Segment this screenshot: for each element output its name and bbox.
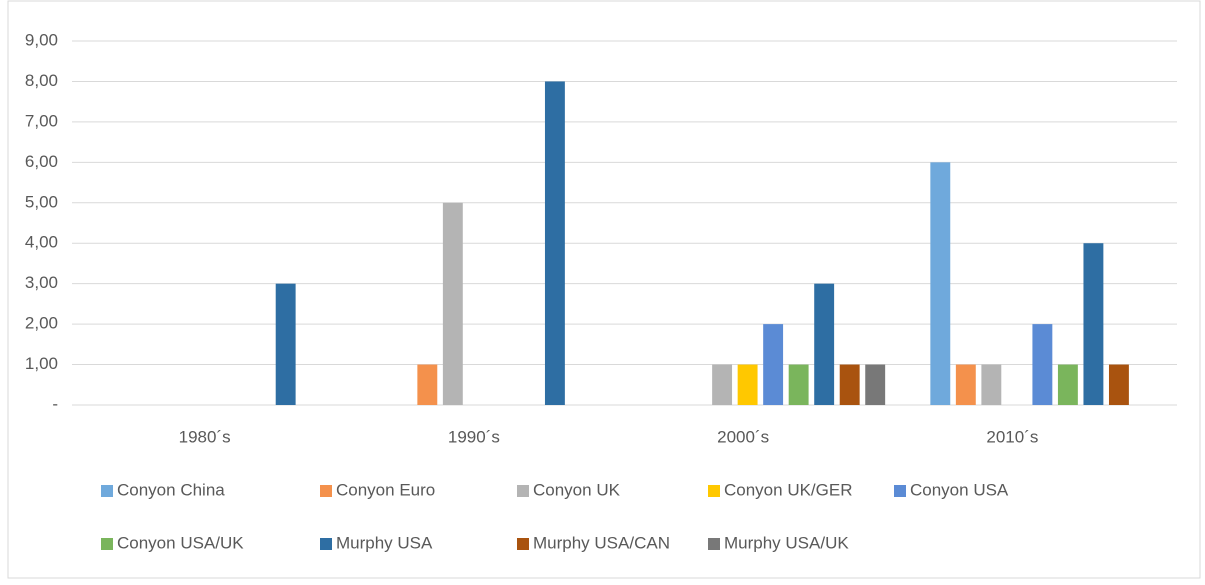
x-tick-label: 1980´s xyxy=(179,427,231,446)
y-tick-label: 3,00 xyxy=(25,273,58,292)
x-tick-label: 2010´s xyxy=(986,427,1038,446)
bar xyxy=(955,364,976,405)
bar xyxy=(839,364,860,405)
legend-swatch xyxy=(101,485,113,497)
legend-label: Murphy USA xyxy=(336,533,433,552)
bar xyxy=(814,283,835,405)
y-tick-label: 4,00 xyxy=(25,233,58,252)
bar xyxy=(1108,364,1129,405)
x-tick-label: 1990´s xyxy=(448,427,500,446)
bar xyxy=(712,364,733,405)
legend-swatch xyxy=(708,538,720,550)
legend-swatch xyxy=(320,485,332,497)
legend-label: Conyon Euro xyxy=(336,480,435,499)
bar xyxy=(763,324,784,405)
legend-swatch xyxy=(517,485,529,497)
chart-frame xyxy=(7,0,1201,579)
legend-label: Conyon USA xyxy=(910,480,1009,499)
y-tick-label: - xyxy=(52,394,58,413)
y-tick-label: 5,00 xyxy=(25,192,58,211)
bar xyxy=(417,364,438,405)
legend-swatch xyxy=(708,485,720,497)
bar xyxy=(981,364,1002,405)
x-tick-label: 2000´s xyxy=(717,427,769,446)
legend-label: Conyon UK/GER xyxy=(724,480,853,499)
y-tick-label: 8,00 xyxy=(25,71,58,90)
y-tick-label: 9,00 xyxy=(25,30,58,49)
legend-label: Conyon UK xyxy=(533,480,621,499)
legend-label: Murphy USA/UK xyxy=(724,533,849,552)
bar xyxy=(442,202,463,405)
bar xyxy=(1057,364,1078,405)
legend-swatch xyxy=(320,538,332,550)
legend-swatch xyxy=(101,538,113,550)
bar xyxy=(1083,243,1104,405)
y-tick-label: 7,00 xyxy=(25,111,58,130)
bar xyxy=(544,81,565,405)
legend-label: Murphy USA/CAN xyxy=(533,533,670,552)
y-tick-label: 2,00 xyxy=(25,314,58,333)
bar xyxy=(737,364,758,405)
bar xyxy=(865,364,886,405)
legend-label: Conyon China xyxy=(117,480,225,499)
legend-swatch xyxy=(894,485,906,497)
bar xyxy=(275,283,296,405)
legend-label: Conyon USA/UK xyxy=(117,533,244,552)
y-tick-label: 6,00 xyxy=(25,152,58,171)
bar xyxy=(1032,324,1053,405)
bar xyxy=(788,364,809,405)
legend-swatch xyxy=(517,538,529,550)
y-tick-label: 1,00 xyxy=(25,354,58,373)
bar xyxy=(930,162,951,405)
